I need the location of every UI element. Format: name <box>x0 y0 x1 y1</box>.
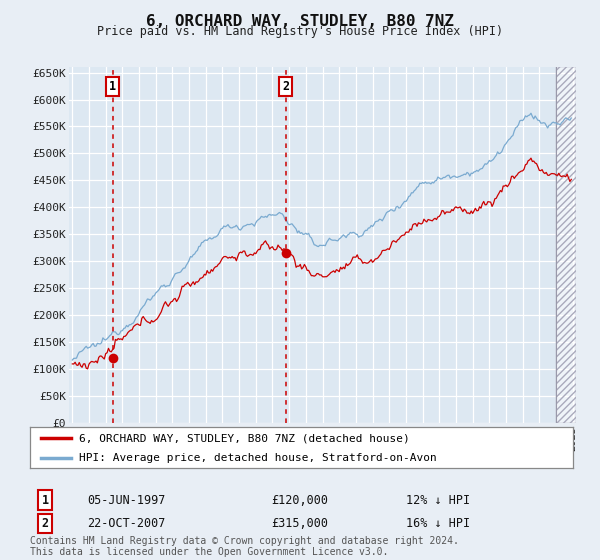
Text: £315,000: £315,000 <box>271 517 329 530</box>
Text: 22-OCT-2007: 22-OCT-2007 <box>87 517 165 530</box>
Text: 12% ↓ HPI: 12% ↓ HPI <box>406 493 470 507</box>
Text: 16% ↓ HPI: 16% ↓ HPI <box>406 517 470 530</box>
Text: Price paid vs. HM Land Registry's House Price Index (HPI): Price paid vs. HM Land Registry's House … <box>97 25 503 38</box>
Text: 05-JUN-1997: 05-JUN-1997 <box>87 493 165 507</box>
Text: 1: 1 <box>41 493 49 507</box>
Text: Contains HM Land Registry data © Crown copyright and database right 2024.
This d: Contains HM Land Registry data © Crown c… <box>30 535 459 557</box>
Text: 2: 2 <box>41 517 49 530</box>
Text: 2: 2 <box>282 80 289 94</box>
Text: HPI: Average price, detached house, Stratford-on-Avon: HPI: Average price, detached house, Stra… <box>79 452 437 463</box>
Text: 6, ORCHARD WAY, STUDLEY, B80 7NZ (detached house): 6, ORCHARD WAY, STUDLEY, B80 7NZ (detach… <box>79 433 410 443</box>
Text: £120,000: £120,000 <box>271 493 329 507</box>
Text: 6, ORCHARD WAY, STUDLEY, B80 7NZ: 6, ORCHARD WAY, STUDLEY, B80 7NZ <box>146 14 454 29</box>
Text: 1: 1 <box>109 80 116 94</box>
